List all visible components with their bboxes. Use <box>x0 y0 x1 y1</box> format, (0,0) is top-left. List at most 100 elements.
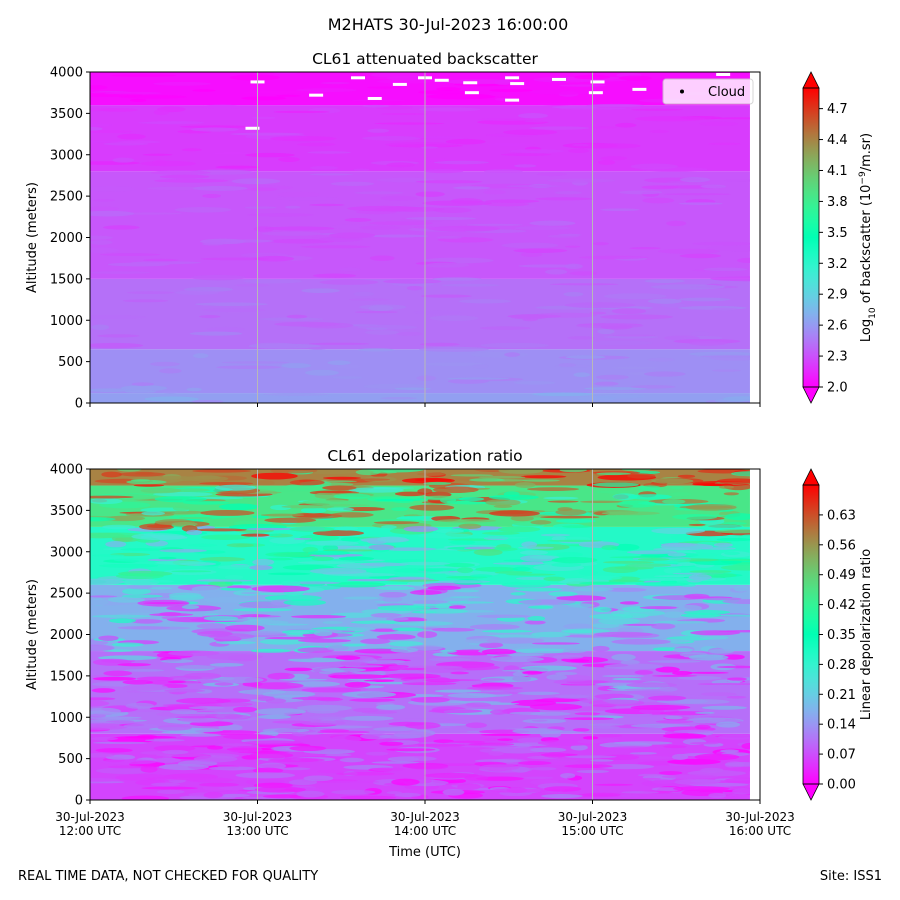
colorbar-tick-label: 3.2 <box>827 257 848 272</box>
heatmap-streak <box>124 390 157 393</box>
colorbar-tick-label: 2.9 <box>827 288 848 303</box>
heatmap-streak <box>479 764 520 771</box>
heatmap-streak <box>554 694 590 699</box>
heatmap-streak <box>289 745 327 752</box>
heatmap-streak <box>655 666 680 673</box>
colorbar-tick-label: 0.07 <box>827 748 856 763</box>
heatmap-streak <box>708 792 727 799</box>
heatmap-streak <box>460 745 518 748</box>
heatmap-streak <box>105 515 146 521</box>
heatmap-streak <box>340 536 361 542</box>
heatmap-streak <box>449 596 481 599</box>
heatmap-streak <box>688 654 729 661</box>
heatmap-streak <box>642 197 675 204</box>
heatmap-streak <box>391 507 409 511</box>
heatmap-streak <box>108 618 137 624</box>
heatmap-streak <box>647 298 682 304</box>
heatmap-streak <box>278 678 328 681</box>
heatmap-streak <box>626 682 677 688</box>
heatmap-streak <box>274 321 340 327</box>
heatmap-streak <box>289 479 325 486</box>
heatmap-streak <box>275 396 343 399</box>
heatmap-streak <box>419 609 468 614</box>
heatmap-streak <box>297 561 356 565</box>
heatmap-streak <box>305 540 359 546</box>
heatmap-streak <box>662 611 685 618</box>
heatmap-streak <box>302 499 354 506</box>
heatmap-streak <box>662 733 707 739</box>
heatmap-streak <box>564 717 614 720</box>
heatmap-streak <box>466 686 524 690</box>
heatmap-streak <box>326 780 380 783</box>
heatmap-streak <box>142 153 173 156</box>
heatmap-streak <box>573 372 591 378</box>
heatmap-streak <box>157 724 193 731</box>
heatmap-streak <box>546 674 568 681</box>
heatmap-streak <box>383 279 442 284</box>
heatmap-streak <box>420 294 472 298</box>
heatmap-streak <box>449 740 486 744</box>
heatmap-streak <box>394 387 432 390</box>
heatmap-streak <box>494 571 533 574</box>
heatmap-streak <box>415 180 483 184</box>
heatmap-streak <box>265 226 335 231</box>
heatmap-streak <box>435 528 465 534</box>
heatmap-streak <box>691 331 710 336</box>
heatmap-streak <box>594 783 633 786</box>
quality-disclaimer: REAL TIME DATA, NOT CHECKED FOR QUALITY <box>18 869 319 884</box>
heatmap-streak <box>367 86 402 89</box>
heatmap-streak <box>226 543 254 548</box>
heatmap-streak <box>473 549 503 556</box>
heatmap-streak <box>569 271 598 276</box>
heatmap-streak <box>385 142 459 148</box>
heatmap-streak <box>570 744 588 751</box>
heatmap-field <box>90 469 750 800</box>
heatmap-streak <box>360 638 391 645</box>
heatmap-streak <box>540 515 600 519</box>
heatmap-streak <box>272 544 317 547</box>
colorbar-tick-label: 0.14 <box>827 718 856 733</box>
heatmap-streak <box>485 199 540 204</box>
heatmap-streak <box>153 81 212 86</box>
heatmap-streak <box>678 202 723 205</box>
y-tick-label: 2500 <box>50 190 83 205</box>
heatmap-streak <box>246 527 296 531</box>
heatmap-streak <box>621 469 652 472</box>
heatmap-streak <box>169 709 198 715</box>
heatmap-streak <box>720 749 739 753</box>
heatmap-streak <box>583 387 647 391</box>
heatmap-streak <box>189 331 243 336</box>
heatmap-streak <box>450 671 470 675</box>
heatmap-streak <box>520 252 543 257</box>
heatmap-streak <box>93 198 116 202</box>
heatmap-streak <box>469 574 493 578</box>
heatmap-streak <box>515 587 563 592</box>
heatmap-streak <box>309 203 345 207</box>
heatmap-streak <box>700 184 727 189</box>
heatmap-streak <box>179 125 252 129</box>
heatmap-streak <box>658 686 678 692</box>
heatmap-streak <box>371 761 420 764</box>
heatmap-streak <box>509 149 565 154</box>
heatmap-streak <box>247 213 314 217</box>
heatmap-streak <box>230 132 305 136</box>
heatmap-streak <box>565 755 617 759</box>
heatmap-streak <box>621 791 660 794</box>
heatmap-streak <box>702 524 744 529</box>
heatmap-streak <box>591 645 610 652</box>
heatmap-streak <box>600 156 628 161</box>
heatmap-streak <box>564 302 636 309</box>
heatmap-streak <box>102 649 134 653</box>
heatmap-streak <box>201 104 243 110</box>
heatmap-streak <box>611 366 658 370</box>
heatmap-streak <box>603 746 663 753</box>
heatmap-streak <box>326 507 355 512</box>
y-tick-label: 500 <box>58 355 83 370</box>
heatmap-streak <box>433 739 454 744</box>
heatmap-streak <box>664 715 683 720</box>
heatmap-streak <box>335 364 361 369</box>
heatmap-streak <box>688 574 712 581</box>
heatmap-streak <box>175 697 232 704</box>
heatmap-streak <box>545 269 568 275</box>
heatmap-streak <box>376 79 433 84</box>
